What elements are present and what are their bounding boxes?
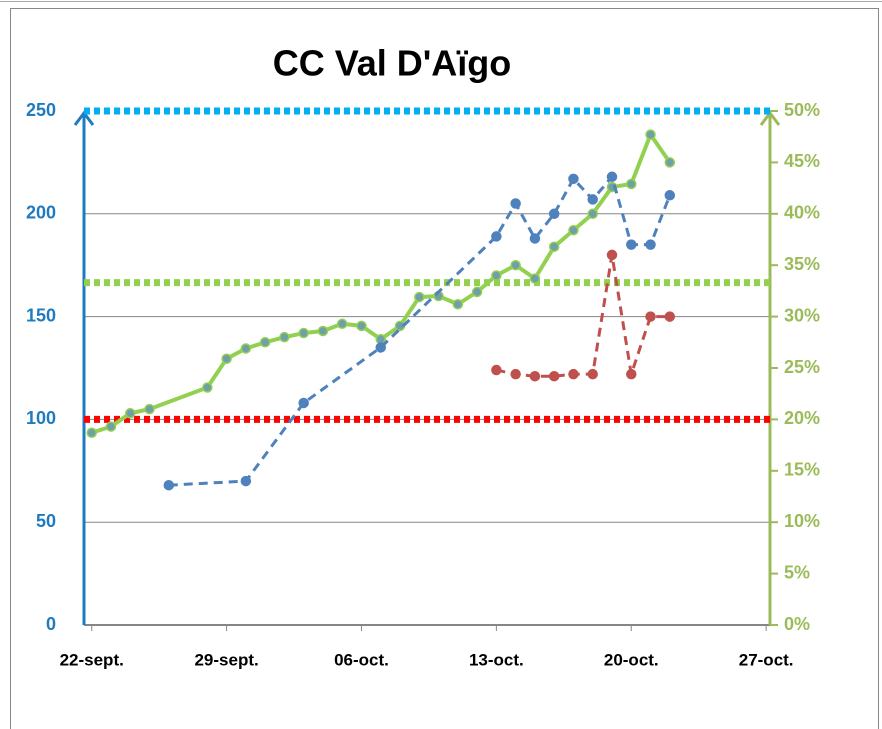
data-point — [240, 343, 252, 354]
data-point — [568, 173, 579, 185]
data-point — [510, 198, 521, 209]
data-point — [529, 233, 541, 244]
data-point — [548, 208, 560, 220]
y2-tick-label: 5% — [784, 562, 810, 582]
data-point — [202, 382, 213, 393]
data-point — [568, 368, 579, 380]
data-point — [240, 475, 252, 487]
data-point — [664, 190, 676, 201]
data-point — [587, 368, 598, 380]
y2-tick-label: 25% — [784, 357, 820, 377]
data-point — [298, 327, 309, 339]
y-tick-label: 150 — [26, 305, 56, 325]
data-point — [491, 364, 502, 376]
y-tick-label: 250 — [26, 100, 56, 120]
y2-tick-label: 15% — [784, 460, 820, 480]
data-point — [510, 368, 521, 380]
data-point — [645, 311, 656, 322]
data-point — [124, 407, 136, 419]
data-point — [452, 299, 464, 310]
data-point — [356, 320, 367, 332]
data-point — [317, 325, 329, 337]
y-tick-label: 0 — [46, 614, 56, 634]
series-line — [168, 173, 672, 487]
data-point — [587, 208, 598, 220]
y-tick-label: 50 — [36, 511, 56, 531]
data-point — [144, 403, 155, 415]
data-point — [529, 273, 541, 284]
x-tick-label: 22-sept. — [60, 650, 124, 669]
data-point — [548, 370, 560, 382]
x-tick-label: 29-sept. — [194, 650, 258, 669]
x-tick-label: 27-oct. — [739, 650, 794, 669]
data-point — [626, 239, 637, 250]
data-point — [645, 239, 656, 250]
data-point — [568, 224, 579, 236]
y2-tick-label: 50% — [784, 100, 820, 120]
data-point — [86, 427, 97, 439]
y2-tick-label: 10% — [784, 511, 820, 531]
data-point — [491, 270, 502, 281]
data-point — [548, 241, 560, 252]
data-point — [529, 370, 541, 382]
data-point — [626, 178, 637, 190]
data-point — [606, 249, 618, 261]
y2-tick-label: 0% — [784, 614, 810, 634]
y2-tick-label: 20% — [784, 408, 820, 428]
data-point — [664, 311, 676, 322]
data-point — [587, 194, 598, 205]
x-tick-label: 13-oct. — [469, 650, 524, 669]
y2-tick-label: 45% — [784, 151, 820, 171]
y2-tick-label: 40% — [784, 203, 820, 223]
data-point — [606, 171, 618, 183]
data-point — [336, 318, 348, 330]
x-tick-label: 20-oct. — [604, 650, 659, 669]
y2-tick-label: 35% — [784, 254, 820, 274]
y-tick-label: 200 — [26, 203, 56, 223]
data-point — [510, 259, 521, 271]
data-point — [626, 368, 637, 380]
data-point — [221, 353, 232, 364]
data-point — [163, 479, 175, 491]
data-point — [259, 337, 271, 348]
data-point — [375, 342, 387, 353]
data-point — [298, 397, 309, 409]
series-line — [496, 254, 670, 378]
x-tick-label: 06-oct. — [334, 650, 389, 669]
data-point — [645, 129, 656, 140]
data-point — [105, 421, 117, 432]
data-point — [471, 286, 483, 298]
data-point — [279, 331, 290, 343]
data-point — [491, 231, 502, 242]
chart-title: CC Val D'Aïgo — [273, 43, 512, 84]
frame — [10, 8, 879, 729]
y2-tick-label: 30% — [784, 305, 820, 325]
data-point — [664, 157, 676, 168]
data-point — [414, 291, 425, 303]
y-tick-label: 100 — [26, 408, 56, 428]
